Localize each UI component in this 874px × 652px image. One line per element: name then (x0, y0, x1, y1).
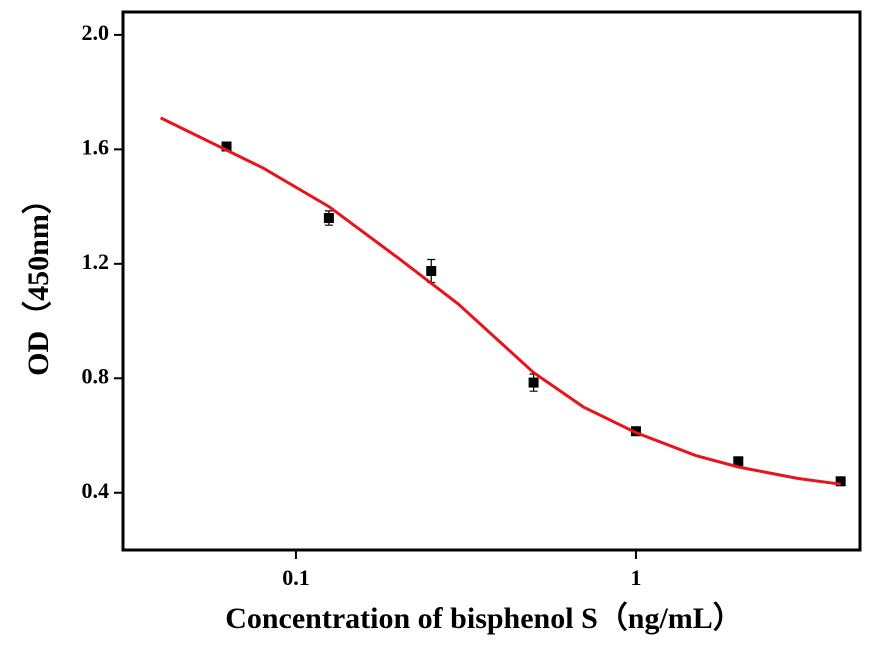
y-tick-label: 2.0 (82, 20, 110, 45)
y-axis-label: OD（450nm） (21, 184, 55, 376)
y-tick-label: 0.4 (82, 478, 110, 503)
data-point (323, 213, 334, 224)
y-tick-label: 1.2 (82, 249, 110, 274)
x-axis-label: Concentration of bisphenol S（ng/mL） (225, 601, 743, 635)
data-point (733, 456, 744, 467)
data-point (835, 476, 846, 487)
data-point (528, 377, 539, 388)
plot-frame (121, 10, 862, 552)
y-tick-label: 1.6 (82, 134, 110, 159)
x-tick-label: 0.1 (282, 565, 310, 590)
x-tick-label: 1 (630, 565, 641, 590)
data-point (426, 265, 437, 276)
fit-curve (159, 116, 841, 486)
y-tick-label: 0.8 (82, 363, 110, 388)
data-point (221, 141, 232, 152)
